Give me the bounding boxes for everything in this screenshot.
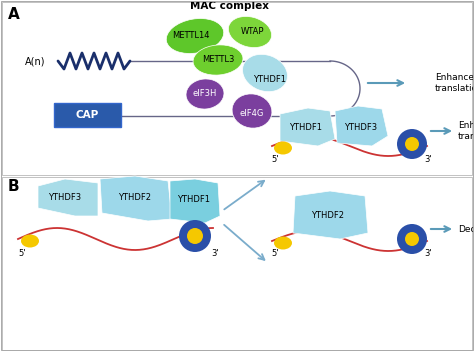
Text: 5': 5' bbox=[18, 249, 26, 258]
Ellipse shape bbox=[187, 228, 203, 244]
Text: 5': 5' bbox=[271, 154, 279, 164]
Text: CAP: CAP bbox=[75, 110, 99, 120]
Text: YTHDF2: YTHDF2 bbox=[118, 192, 152, 201]
Text: Decay: Decay bbox=[458, 225, 474, 233]
Text: Enhance
translation: Enhance translation bbox=[435, 73, 474, 93]
Ellipse shape bbox=[232, 94, 272, 128]
Polygon shape bbox=[38, 179, 98, 216]
Text: A(n): A(n) bbox=[25, 56, 46, 66]
Text: 3': 3' bbox=[424, 154, 432, 164]
Ellipse shape bbox=[166, 19, 224, 53]
Polygon shape bbox=[335, 106, 388, 146]
Text: MAC complex: MAC complex bbox=[191, 1, 270, 11]
Text: B: B bbox=[8, 179, 19, 194]
Text: eIF4G: eIF4G bbox=[240, 108, 264, 118]
Text: Enhance
translation: Enhance translation bbox=[458, 121, 474, 141]
Ellipse shape bbox=[274, 237, 292, 250]
Polygon shape bbox=[170, 179, 220, 223]
Text: YTHDF3: YTHDF3 bbox=[48, 193, 82, 203]
Ellipse shape bbox=[397, 129, 427, 159]
Polygon shape bbox=[280, 108, 335, 146]
Text: 3': 3' bbox=[424, 250, 432, 258]
Ellipse shape bbox=[243, 54, 287, 92]
Ellipse shape bbox=[179, 220, 211, 252]
Text: YTHDF1: YTHDF1 bbox=[254, 74, 286, 84]
Text: A: A bbox=[8, 7, 20, 22]
Text: METTL14: METTL14 bbox=[172, 32, 210, 40]
Ellipse shape bbox=[405, 232, 419, 246]
Text: eIF3H: eIF3H bbox=[193, 90, 217, 99]
Ellipse shape bbox=[405, 137, 419, 151]
Polygon shape bbox=[293, 191, 368, 239]
Text: YTHDF3: YTHDF3 bbox=[345, 122, 378, 132]
FancyBboxPatch shape bbox=[2, 2, 472, 175]
Text: 3': 3' bbox=[211, 249, 219, 258]
Ellipse shape bbox=[228, 16, 272, 48]
Text: YTHDF1: YTHDF1 bbox=[177, 196, 210, 205]
Ellipse shape bbox=[397, 224, 427, 254]
Text: METTL3: METTL3 bbox=[202, 55, 234, 65]
FancyBboxPatch shape bbox=[2, 177, 472, 350]
Polygon shape bbox=[100, 176, 172, 221]
Text: WTAP: WTAP bbox=[240, 27, 264, 37]
FancyBboxPatch shape bbox=[54, 103, 121, 127]
Text: YTHDF1: YTHDF1 bbox=[290, 124, 322, 132]
Text: 5': 5' bbox=[271, 250, 279, 258]
Text: YTHDF2: YTHDF2 bbox=[311, 211, 345, 219]
Ellipse shape bbox=[274, 141, 292, 154]
Ellipse shape bbox=[21, 234, 39, 247]
Ellipse shape bbox=[193, 45, 243, 75]
Ellipse shape bbox=[186, 79, 224, 109]
